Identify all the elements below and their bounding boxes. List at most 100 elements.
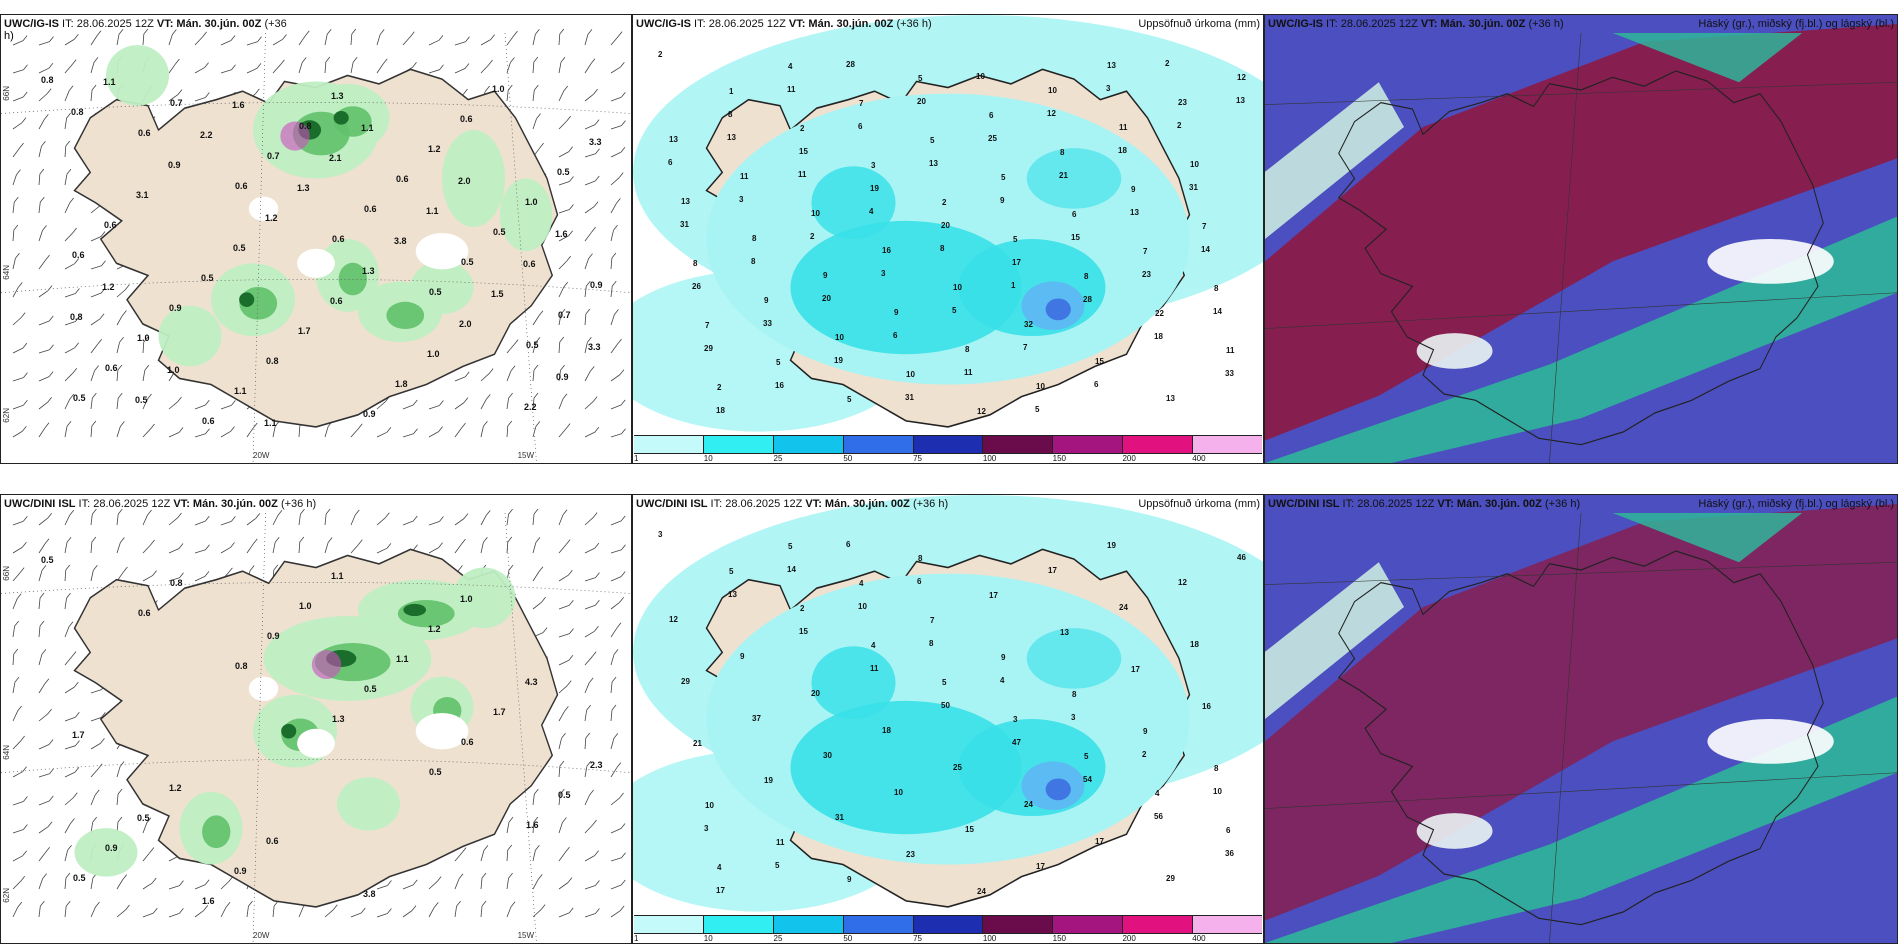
accum-value: 22 <box>1155 309 1164 318</box>
panel-header-left: UWC/IG-IS IT: 28.06.2025 12Z VT: Mán. 30… <box>4 18 287 30</box>
legend-swatch <box>1193 916 1263 933</box>
accum-value: 12 <box>1178 578 1187 587</box>
accum-value: 2 <box>800 604 805 613</box>
accum-value: 5 <box>775 861 780 870</box>
lon-label: 15W <box>517 451 535 460</box>
precip-value: 0.6 <box>138 608 151 618</box>
accum-value: 6 <box>668 158 673 167</box>
accum-value: 56 <box>1154 812 1163 821</box>
accum-value: 11 <box>787 85 796 94</box>
accum-value: 8 <box>940 244 945 253</box>
accum-value: 9 <box>847 875 852 884</box>
panel-header-left: UWC/DINI ISL IT: 28.06.2025 12Z VT: Mán.… <box>4 498 316 510</box>
accum-value: 7 <box>1202 222 1207 231</box>
accum-value: 17 <box>1095 837 1104 846</box>
accum-value: 2 <box>810 232 815 241</box>
accum-value: 5 <box>729 567 734 576</box>
valid-time: VT: Mán. 30.jún. 00Z <box>788 18 894 30</box>
accum-value: 10 <box>1190 160 1199 169</box>
accum-value: 7 <box>705 321 710 330</box>
panel-header: UWC/DINI ISL IT: 28.06.2025 12Z VT: Mán.… <box>1 495 631 513</box>
precip-value: 0.8 <box>170 578 183 588</box>
accum-value: 21 <box>1059 171 1068 180</box>
legend-tick: 200 <box>1122 934 1136 943</box>
accum-value: 18 <box>882 726 891 735</box>
precip-value: 0.8 <box>71 107 84 117</box>
precip-value: 0.5 <box>41 555 54 565</box>
legend-swatch <box>913 436 984 453</box>
precip-value: 0.5 <box>137 813 150 823</box>
accum-value: 5 <box>1013 235 1018 244</box>
init-time: IT: 28.06.2025 12Z <box>1339 498 1438 510</box>
precip-value: 0.6 <box>202 416 215 426</box>
legend-tick: 1 <box>634 454 639 463</box>
accum-value: 12 <box>669 615 678 624</box>
accum-value: 21 <box>693 739 702 748</box>
accum-value: 9 <box>1001 653 1006 662</box>
precip-value: 1.1 <box>426 206 439 216</box>
precip-value: 0.5 <box>233 243 246 253</box>
precip-value: 0.5 <box>73 393 86 403</box>
legend-tick: 10 <box>703 934 713 943</box>
precip-value: 0.8 <box>235 661 248 671</box>
accum-value: 18 <box>1190 640 1199 649</box>
accum-value: 15 <box>1071 233 1080 242</box>
precip-value: 1.6 <box>555 229 568 239</box>
panel-header-right: Uppsöfnuð úrkoma (mm) <box>1138 18 1260 30</box>
precip-value: 0.9 <box>267 631 280 641</box>
model-name: UWC/DINI ISL <box>4 498 76 510</box>
lon-label: 20W <box>253 931 270 940</box>
accum-value: 7 <box>1023 343 1028 352</box>
accum-value: 6 <box>858 122 863 131</box>
init-time: IT: 28.06.2025 12Z <box>707 498 806 510</box>
precip-value: 0.6 <box>460 114 473 124</box>
accum-value: 8 <box>693 259 698 268</box>
accum-value: 10 <box>906 370 915 379</box>
precip-value: 0.9 <box>234 866 247 876</box>
accum-value: 8 <box>1214 764 1219 773</box>
accum-value: 16 <box>882 246 891 255</box>
precip-value: 0.6 <box>235 181 248 191</box>
accum-value: 30 <box>823 751 832 760</box>
accum-value: 8 <box>728 110 733 119</box>
precip-value: 2.2 <box>200 130 213 140</box>
accum-value: 8 <box>752 234 757 243</box>
legend-swatch <box>773 916 844 933</box>
panel-header: UWC/DINI ISL IT: 28.06.2025 12Z VT: Mán.… <box>633 495 1263 513</box>
accum-value: 4 <box>1000 676 1005 685</box>
lead-time: (+36 h) <box>893 18 932 30</box>
accum-value: 11 <box>740 172 749 181</box>
panel-header: UWC/IG-IS IT: 28.06.2025 12Z VT: Mán. 30… <box>1 15 631 33</box>
panel-header-left: UWC/IG-IS IT: 28.06.2025 12Z VT: Mán. 30… <box>636 18 932 30</box>
accum-value: 3 <box>739 195 744 204</box>
precip-value: 2.2 <box>524 402 537 412</box>
accum-value: 13 <box>1130 208 1139 217</box>
lat-label: 64N <box>2 264 11 280</box>
legend-tick: 75 <box>913 454 923 463</box>
legend-tick: 25 <box>773 934 783 943</box>
accum-value: 19 <box>870 184 879 193</box>
legend-swatch <box>773 436 844 453</box>
accum-value: 3 <box>1013 715 1018 724</box>
precip-value: 0.8 <box>266 356 279 366</box>
init-time: IT: 28.06.2025 12Z <box>1323 18 1421 30</box>
accum-value: 6 <box>893 331 898 340</box>
legend-swatch <box>843 916 914 933</box>
init-time: IT: 28.06.2025 12Z <box>691 18 789 30</box>
precip-value: 2.3 <box>590 760 603 770</box>
legend-swatch <box>703 916 774 933</box>
accum-legend: 1 10 25 50 75 100 150 200 400 <box>634 915 1263 943</box>
accum-value: 10 <box>1036 382 1045 391</box>
accum-value: 4 <box>859 579 864 588</box>
valid-time: VT: Mán. 30.jún. 00Z <box>1420 18 1526 30</box>
model-name: UWC/IG-IS <box>1268 18 1323 30</box>
precip-value: 1.3 <box>331 91 344 101</box>
accum-value: 19 <box>764 776 773 785</box>
accum-value: 2 <box>800 124 805 133</box>
precip-value: 0.5 <box>429 287 442 297</box>
init-time: IT: 28.06.2025 12Z <box>75 498 174 510</box>
precip-value: 0.9 <box>105 843 118 853</box>
precip-value: 1.5 <box>491 289 504 299</box>
precip-value: 1.7 <box>493 707 506 717</box>
precip-value: 0.6 <box>105 363 118 373</box>
